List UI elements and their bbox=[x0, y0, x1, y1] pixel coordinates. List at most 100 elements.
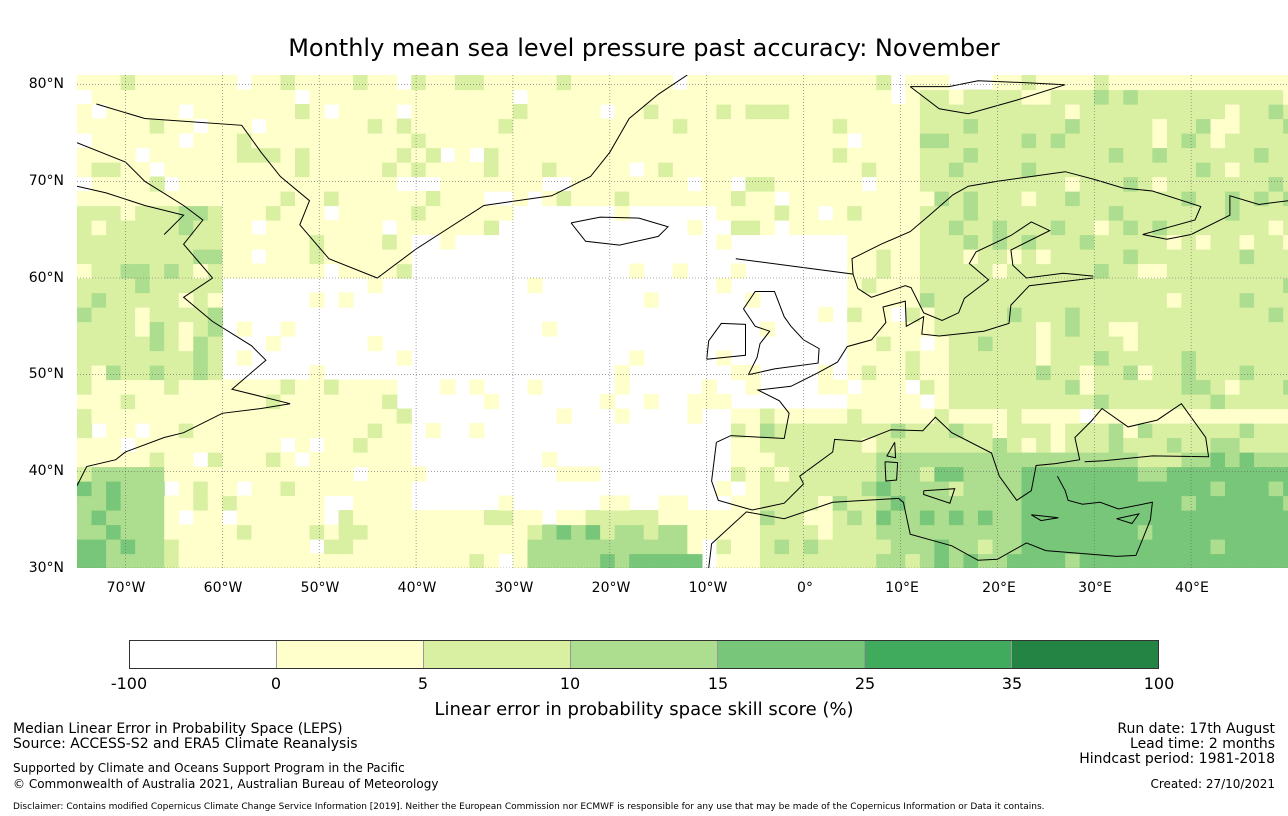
skill-cell bbox=[1166, 481, 1183, 497]
skill-cell bbox=[701, 133, 718, 149]
skill-cell bbox=[890, 336, 906, 352]
skill-cell bbox=[992, 365, 1008, 381]
skill-cell bbox=[614, 118, 630, 134]
skill-cell bbox=[1268, 394, 1284, 410]
skill-cell bbox=[367, 394, 383, 410]
skill-cell bbox=[1050, 350, 1066, 366]
skill-cell bbox=[425, 147, 441, 163]
skill-cell bbox=[367, 263, 383, 279]
skill-cell bbox=[294, 249, 311, 265]
skill-cell bbox=[585, 75, 601, 91]
skill-cell bbox=[614, 75, 630, 91]
skill-cell bbox=[600, 89, 616, 105]
skill-cell bbox=[77, 278, 93, 294]
skill-cell bbox=[934, 495, 950, 511]
skill-cell bbox=[527, 104, 543, 120]
skill-cell bbox=[876, 481, 892, 497]
skill-cell bbox=[1210, 75, 1226, 91]
skill-cell bbox=[164, 437, 180, 453]
skill-cell bbox=[1210, 176, 1226, 192]
skill-cell bbox=[876, 307, 892, 323]
skill-cell bbox=[1108, 234, 1124, 250]
skill-cell bbox=[367, 553, 383, 568]
skill-cell bbox=[1108, 104, 1124, 120]
skill-cell bbox=[353, 191, 369, 207]
skill-cell bbox=[236, 147, 252, 163]
skill-cell bbox=[1079, 365, 1095, 381]
skill-cell bbox=[1094, 481, 1110, 497]
skill-cell bbox=[876, 205, 892, 221]
skill-cell bbox=[251, 162, 267, 178]
skill-cell bbox=[1021, 176, 1037, 192]
skill-cell bbox=[1065, 452, 1081, 468]
skill-cell bbox=[963, 133, 979, 149]
skill-cell bbox=[1065, 481, 1081, 497]
skill-cell bbox=[353, 234, 369, 250]
skill-cell bbox=[861, 292, 877, 308]
skill-cell bbox=[905, 307, 921, 323]
skill-cell bbox=[77, 336, 93, 352]
skill-cell bbox=[1195, 437, 1212, 453]
skill-cell bbox=[222, 423, 238, 439]
skill-cell bbox=[1137, 104, 1153, 120]
skill-cell bbox=[963, 307, 979, 323]
skill-cell bbox=[91, 292, 107, 308]
skill-cell bbox=[483, 133, 500, 149]
skill-cell bbox=[512, 133, 529, 149]
skill-cell bbox=[716, 162, 732, 178]
skill-cell bbox=[280, 205, 296, 221]
skill-cell bbox=[803, 220, 819, 236]
skill-cell bbox=[120, 495, 136, 511]
skill-cell bbox=[193, 249, 209, 265]
skill-cell bbox=[789, 510, 805, 526]
skill-cell bbox=[760, 553, 776, 568]
skill-cell bbox=[324, 118, 340, 134]
skill-cell bbox=[91, 379, 107, 395]
skill-cell bbox=[1283, 553, 1288, 568]
skill-cell bbox=[1137, 408, 1153, 424]
skill-cell bbox=[789, 408, 805, 424]
skill-cell bbox=[803, 437, 819, 453]
skill-cell bbox=[294, 394, 311, 410]
skill-cell bbox=[411, 104, 427, 120]
skill-cell bbox=[585, 553, 601, 568]
skill-cell bbox=[527, 162, 543, 178]
skill-cell bbox=[861, 394, 877, 410]
skill-cell bbox=[280, 191, 296, 207]
skill-cell bbox=[876, 176, 892, 192]
skill-cell bbox=[396, 205, 412, 221]
skill-cell bbox=[876, 553, 892, 568]
skill-cell bbox=[1079, 553, 1095, 568]
skill-cell bbox=[1181, 336, 1197, 352]
skill-cell bbox=[120, 423, 136, 439]
skill-cell bbox=[164, 350, 180, 366]
skill-cell bbox=[847, 104, 863, 120]
skill-cell bbox=[1225, 437, 1241, 453]
skill-cell bbox=[963, 539, 979, 555]
skill-cell bbox=[1007, 524, 1023, 540]
skill-cell bbox=[1283, 220, 1288, 236]
skill-cell bbox=[222, 75, 238, 91]
skill-cell bbox=[1079, 495, 1095, 511]
skill-cell bbox=[1094, 437, 1110, 453]
skill-cell bbox=[324, 437, 340, 453]
skill-cell bbox=[324, 394, 340, 410]
skill-cell bbox=[687, 553, 703, 568]
colorbar-tick: 35 bbox=[1001, 674, 1023, 693]
skill-cell bbox=[251, 89, 267, 105]
skill-cell bbox=[1166, 176, 1183, 192]
skill-cell bbox=[1181, 133, 1197, 149]
skill-cell bbox=[760, 133, 776, 149]
skill-cell bbox=[512, 524, 529, 540]
skill-cell bbox=[774, 147, 790, 163]
skill-cell bbox=[265, 495, 282, 511]
skill-cell bbox=[149, 379, 165, 395]
skill-cell bbox=[1181, 205, 1197, 221]
skill-cell bbox=[1123, 365, 1139, 381]
skill-cell bbox=[1108, 510, 1124, 526]
skill-cell bbox=[687, 133, 703, 149]
skill-cell bbox=[745, 437, 761, 453]
skill-cell bbox=[149, 278, 165, 294]
skill-cell bbox=[411, 466, 427, 482]
skill-cell bbox=[861, 162, 877, 178]
